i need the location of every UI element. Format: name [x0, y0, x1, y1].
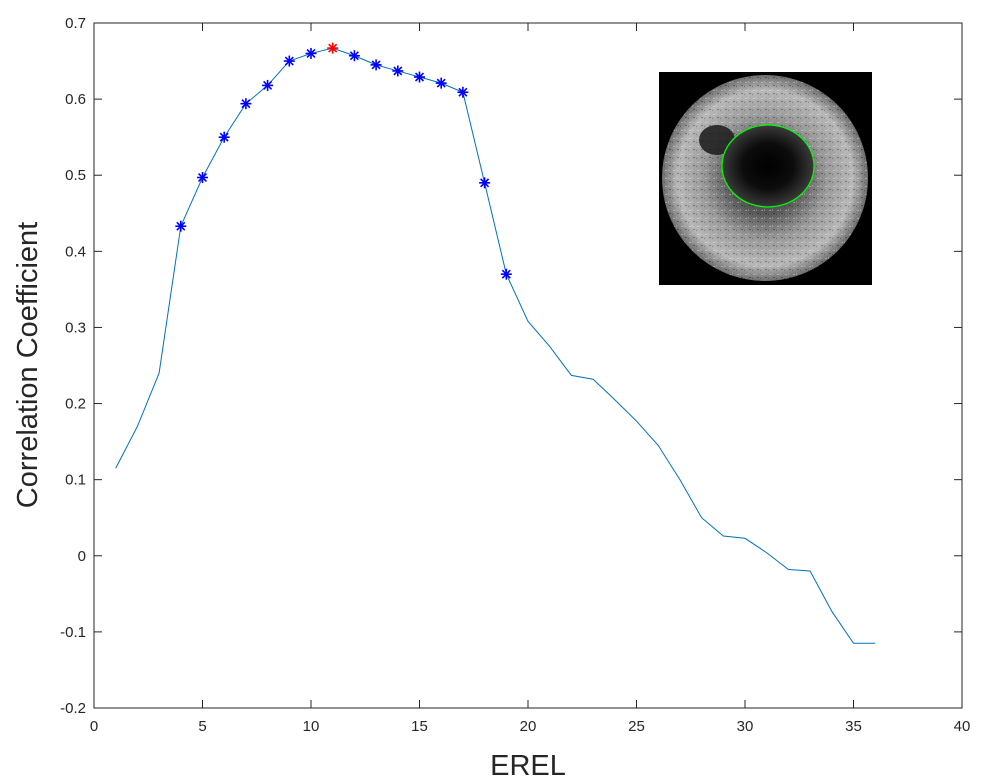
data-point-marker [197, 172, 208, 184]
data-point-marker [283, 55, 295, 67]
data-point-marker [370, 59, 382, 71]
y-tick-label: -0.2 [60, 700, 86, 717]
x-tick-label: 30 [737, 718, 754, 735]
x-tick-label: 10 [303, 718, 320, 735]
inset-ultrasound-image [659, 72, 872, 285]
inset-contour [721, 124, 815, 208]
data-point-marker [348, 50, 360, 62]
x-tick-label: 25 [628, 718, 645, 735]
y-axis-title: Correlation Coefficient [12, 222, 44, 508]
data-point-marker [435, 77, 447, 89]
y-tick-label: 0 [78, 548, 86, 565]
x-axis-title: EREL [490, 750, 566, 780]
data-point-marker [500, 268, 512, 280]
x-tick-label: 0 [90, 718, 98, 735]
y-tick-label: 0.7 [65, 15, 86, 32]
y-tick-label: -0.1 [60, 624, 86, 641]
x-tick-label: 40 [954, 718, 971, 735]
axis-ticks: 0 5 10 15 20 25 30 35 40 -0.2 -0.1 0 0.1 0.2 0.3 0.4 0.5… [60, 15, 970, 735]
y-tick-label: 0.1 [65, 472, 86, 489]
y-tick-label: 0.3 [65, 319, 86, 336]
data-point-marker [262, 79, 274, 91]
axes-box [93, 22, 963, 709]
y-tick-label: 0.2 [65, 396, 86, 413]
x-tick-label: 20 [520, 718, 537, 735]
plot-area [115, 47, 876, 644]
x-tick-label: 5 [198, 718, 206, 735]
data-point-marker [392, 65, 404, 77]
data-point-marker [327, 42, 339, 54]
data-point-marker [240, 98, 252, 110]
data-point-marker [305, 47, 317, 59]
data-point-marker [414, 71, 425, 83]
data-point-marker [175, 220, 187, 232]
data-point-marker [479, 177, 491, 189]
markers [175, 42, 512, 280]
data-point-marker [218, 131, 230, 143]
x-tick-label: 15 [411, 718, 428, 735]
y-tick-label: 0.6 [65, 91, 86, 108]
data-point-marker [457, 86, 469, 98]
series-line [115, 47, 876, 644]
x-tick-label: 35 [845, 718, 862, 735]
y-tick-label: 0.5 [65, 167, 86, 184]
y-tick-label: 0.4 [65, 243, 86, 260]
